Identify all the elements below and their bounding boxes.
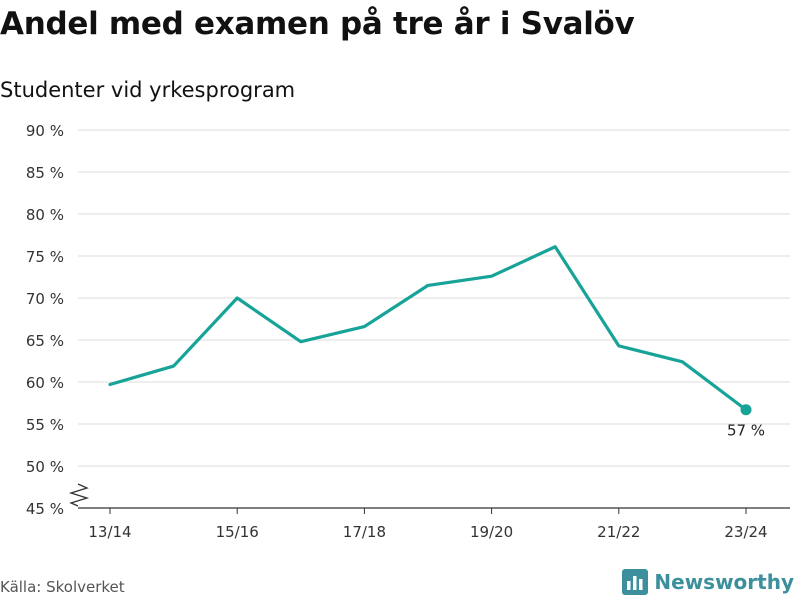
brand-name: Newsworthy <box>654 570 794 594</box>
chart-title: Andel med examen på tre år i Svalöv <box>0 6 635 42</box>
x-tick-label: 19/20 <box>470 523 513 541</box>
y-tick-label: 50 % <box>26 458 64 476</box>
x-tick-label: 17/18 <box>343 523 386 541</box>
y-tick-label: 90 % <box>26 122 64 140</box>
series-layer: 57 % <box>108 245 765 440</box>
y-axis-break-marker <box>68 483 90 507</box>
y-tick-label: 85 % <box>26 164 64 182</box>
source-note: Källa: Skolverket <box>0 578 125 596</box>
last-data-point <box>740 404 752 416</box>
y-axis-ticks: 45 % 50 % 55 % 60 % 65 % 70 % 75 % 80 % 85 % 90 % <box>26 122 64 518</box>
brand-logo: Newsworthy <box>622 569 794 595</box>
x-axis: 13/14 15/16 17/18 19/20 21/22 23/24 <box>68 483 790 541</box>
last-point-label: 57 % <box>727 422 765 440</box>
gridlines <box>78 129 790 467</box>
bar-chart-logo-icon <box>622 569 649 595</box>
line-chart: 45 % 50 % 55 % 60 % 65 % 70 % 75 % 80 % 85 % 90 %… <box>26 122 790 541</box>
x-tick-label: 13/14 <box>88 523 131 541</box>
y-tick-label: 80 % <box>26 206 64 224</box>
x-tick-label: 23/24 <box>724 523 767 541</box>
y-tick-label: 45 % <box>26 500 64 518</box>
chart-subtitle: Studenter vid yrkesprogram <box>0 78 296 102</box>
y-tick-label: 55 % <box>26 416 64 434</box>
series-line <box>108 245 748 412</box>
x-tick-label: 15/16 <box>216 523 259 541</box>
y-tick-label: 70 % <box>26 290 64 308</box>
y-tick-label: 75 % <box>26 248 64 266</box>
y-tick-label: 60 % <box>26 374 64 392</box>
y-tick-label: 65 % <box>26 332 64 350</box>
x-tick-label: 21/22 <box>597 523 640 541</box>
